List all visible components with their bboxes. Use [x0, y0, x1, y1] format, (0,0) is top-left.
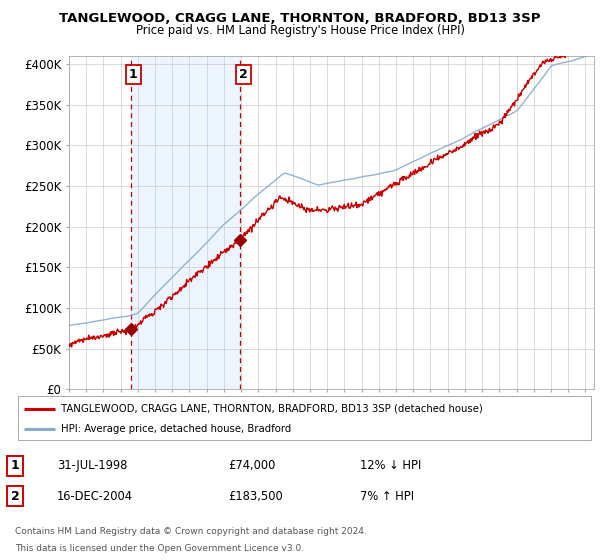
Text: 2: 2 [11, 490, 19, 503]
Text: 1: 1 [11, 459, 19, 473]
Text: £74,000: £74,000 [228, 459, 275, 473]
Text: TANGLEWOOD, CRAGG LANE, THORNTON, BRADFORD, BD13 3SP: TANGLEWOOD, CRAGG LANE, THORNTON, BRADFO… [59, 12, 541, 25]
Text: Price paid vs. HM Land Registry's House Price Index (HPI): Price paid vs. HM Land Registry's House … [136, 24, 464, 37]
Text: £183,500: £183,500 [228, 490, 283, 503]
Text: Contains HM Land Registry data © Crown copyright and database right 2024.: Contains HM Land Registry data © Crown c… [15, 528, 367, 536]
Text: 1: 1 [129, 68, 137, 81]
Text: This data is licensed under the Open Government Licence v3.0.: This data is licensed under the Open Gov… [15, 544, 304, 553]
Text: 7% ↑ HPI: 7% ↑ HPI [360, 490, 414, 503]
Text: TANGLEWOOD, CRAGG LANE, THORNTON, BRADFORD, BD13 3SP (detached house): TANGLEWOOD, CRAGG LANE, THORNTON, BRADFO… [61, 404, 483, 413]
Text: 16-DEC-2004: 16-DEC-2004 [57, 490, 133, 503]
Text: HPI: Average price, detached house, Bradford: HPI: Average price, detached house, Brad… [61, 424, 291, 434]
Text: 12% ↓ HPI: 12% ↓ HPI [360, 459, 421, 473]
Bar [131, 56, 241, 389]
Text: 2: 2 [239, 68, 247, 81]
Text: 31-JUL-1998: 31-JUL-1998 [57, 459, 127, 473]
